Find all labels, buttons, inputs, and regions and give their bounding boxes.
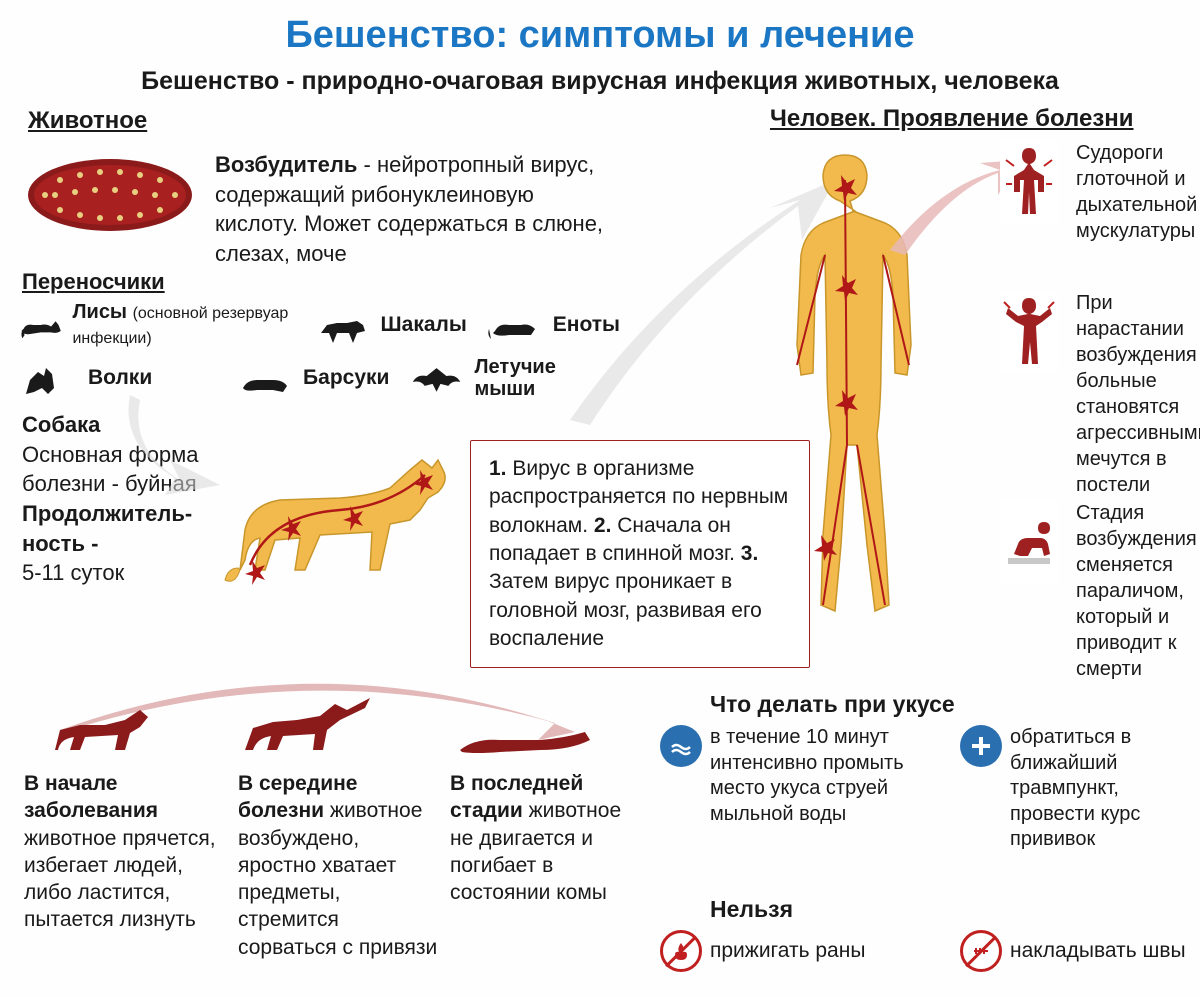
- carrier-fox: Лисы (основной резервуар инфекции): [20, 300, 295, 350]
- dog-l5: ность -: [22, 529, 199, 559]
- vp1b: 1.: [489, 457, 507, 480]
- symptom2-text: При нарастании возбуждения больные стано…: [1076, 290, 1200, 498]
- bite-action-2: обратиться в ближайший травмпункт, прове…: [960, 725, 1190, 853]
- symptom3-icon: [1000, 500, 1058, 584]
- stage1-text: В начале заболевания животное прячется, …: [24, 770, 224, 934]
- no-title: Нельзя: [710, 895, 793, 924]
- dog-icon: [210, 420, 470, 627]
- stage3-text: В последней стадии животное не двигается…: [450, 770, 640, 906]
- fox-label: Лисы: [72, 301, 127, 323]
- wolf-icon: [20, 358, 80, 398]
- carriers-label: Переносчики: [22, 268, 165, 296]
- fox-icon: [20, 305, 64, 345]
- stage2-desc: животное возбуждено, яростно хватает пре…: [238, 799, 437, 958]
- stage1-icon: [40, 695, 170, 772]
- vp3: Затем вирус проникает в головной мозг, р…: [489, 570, 762, 650]
- symptom3-text: Стадия возбуждения сменяется параличом, …: [1076, 500, 1197, 682]
- no-action-2: накладывать швы: [960, 930, 1190, 972]
- jackal-icon: [313, 305, 373, 345]
- no-a1-text: прижигать раны: [710, 938, 865, 964]
- stage2-text: В середине болезни животное возбуждено, …: [238, 770, 438, 961]
- hospital-icon: [960, 725, 1002, 767]
- no-action-1: прижигать раны: [660, 930, 940, 972]
- stage3-icon: [450, 710, 600, 772]
- carriers-block: Лисы (основной резервуар инфекции) Шакал…: [20, 300, 620, 400]
- wolf-label: Волки: [88, 365, 152, 391]
- stage1-title: В начале заболевания: [24, 772, 158, 822]
- page-subtitle: Бешенство - природно-очаговая вирусная и…: [0, 66, 1200, 97]
- jackal-label: Шакалы: [381, 312, 467, 338]
- no-a2-text: накладывать швы: [1010, 938, 1186, 964]
- symptom1-icon: [1000, 140, 1058, 224]
- no-stitch-icon: [960, 930, 1002, 972]
- virus-icon: [20, 150, 200, 247]
- bat-icon: [407, 358, 466, 398]
- symptom1-text: Судороги глоточной и дыхательной мускула…: [1076, 140, 1197, 244]
- bite-title: Что делать при укусе: [710, 690, 955, 719]
- bite-a2-text: обратиться в ближайший травмпункт, прове…: [1010, 725, 1190, 853]
- badger-label: Барсуки: [303, 365, 389, 391]
- wash-icon: [660, 725, 702, 767]
- symptom-2: При нарастании возбуждения больные стано…: [1000, 290, 1190, 498]
- bite-action-1: в течение 10 минут интенсивно промыть ме…: [660, 725, 940, 827]
- bite-a1-text: в течение 10 минут интенсивно промыть ме…: [710, 725, 940, 827]
- symptom-3: Стадия возбуждения сменяется параличом, …: [1000, 500, 1190, 682]
- symptom2-icon: [1000, 290, 1058, 374]
- vp2b: 2.: [594, 514, 612, 537]
- page-title: Бешенство: симптомы и лечение: [0, 0, 1200, 60]
- no-burn-icon: [660, 930, 702, 972]
- stage1-desc: животное прячется, избегает людей, либо …: [24, 827, 216, 932]
- header-animal: Животное: [28, 106, 147, 136]
- stage2-icon: [235, 690, 385, 772]
- dog-l6: 5-11 суток: [22, 558, 199, 588]
- header-human: Человек. Проявление болезни: [770, 104, 1134, 134]
- pathogen-label: Возбудитель: [215, 152, 357, 177]
- carrier-jackal: Шакалы: [313, 300, 467, 350]
- raccoon-icon: [485, 305, 545, 345]
- symptom-1: Судороги глоточной и дыхательной мускула…: [1000, 140, 1190, 244]
